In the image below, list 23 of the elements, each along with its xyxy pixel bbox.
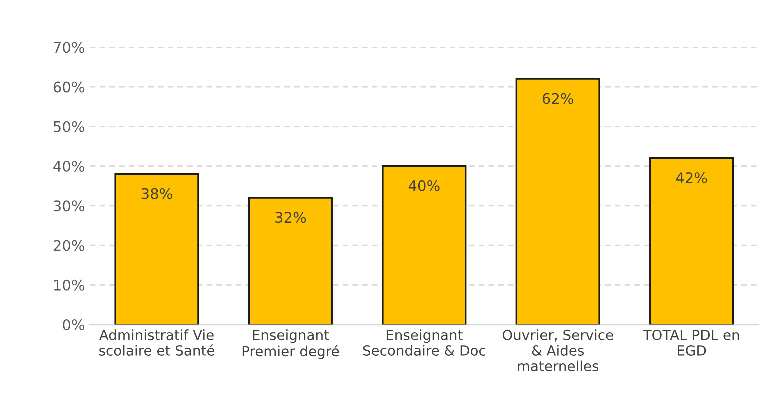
y-tick-label: 60% — [54, 82, 84, 93]
y-tick-label: 0% — [63, 320, 84, 331]
x-tick-label: Enseignant Secondaire & Doc — [363, 330, 486, 356]
data-label: 38% — [142, 188, 172, 200]
y-tick-label: 30% — [54, 200, 84, 212]
data-label: 62% — [542, 93, 574, 104]
bar — [248, 197, 333, 325]
bar — [650, 158, 734, 325]
x-tick-label: Administratif Vie scolaire et Santé — [100, 330, 215, 356]
data-label: 32% — [276, 212, 306, 224]
x-tick-label: Enseignant Premier degré — [242, 330, 340, 360]
bar — [114, 173, 200, 325]
data-label: 42% — [676, 172, 708, 184]
y-tick-label: 20% — [54, 240, 84, 252]
y-tick-label: 70% — [54, 42, 84, 54]
y-tick-label: 40% — [54, 161, 84, 172]
x-tick-label: TOTAL PDL en EGD — [643, 330, 740, 356]
bar — [516, 78, 600, 325]
data-label: 40% — [408, 180, 440, 192]
y-tick-label: 50% — [54, 121, 84, 132]
x-tick-label: Ouvrier, Service & Aides maternelles — [502, 330, 614, 372]
y-tick-label: 10% — [54, 280, 84, 291]
bar — [382, 165, 467, 325]
